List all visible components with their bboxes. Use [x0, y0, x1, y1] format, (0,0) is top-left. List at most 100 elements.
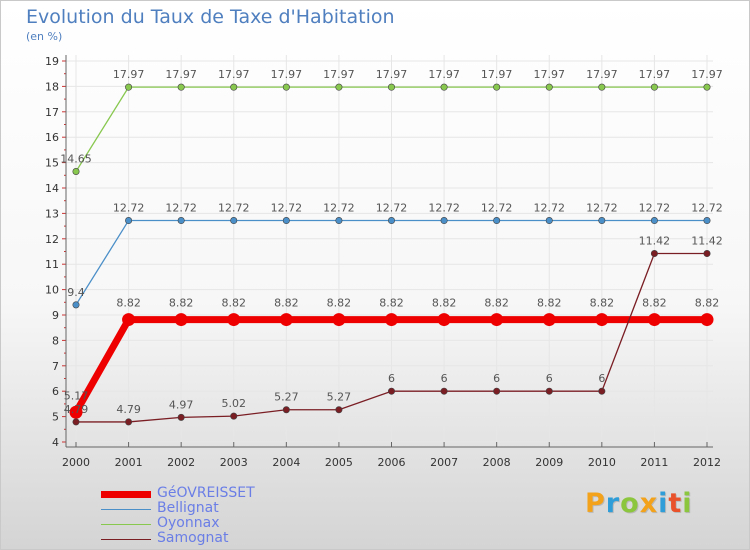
- data-point: [279, 313, 293, 327]
- chart-subtitle: (en %): [26, 30, 63, 43]
- data-point: [440, 217, 448, 225]
- data-label: 12.72: [271, 202, 303, 215]
- data-label: 12.72: [534, 202, 566, 215]
- data-point: [177, 83, 185, 91]
- data-point: [598, 83, 606, 91]
- data-label: 5.02: [222, 397, 247, 410]
- y-tick-label: 14: [45, 182, 59, 195]
- data-point: [125, 217, 133, 225]
- data-label: 17.97: [376, 68, 408, 81]
- data-label: 12.72: [218, 202, 250, 215]
- data-point: [387, 387, 395, 395]
- y-tick-label: 11: [45, 258, 59, 271]
- x-tick-label: 2000: [62, 456, 90, 469]
- data-point: [174, 313, 188, 327]
- data-label: 4.79: [64, 403, 89, 416]
- logo-letter: o: [620, 488, 640, 519]
- legend-swatch: [101, 491, 151, 498]
- data-point: [703, 217, 711, 225]
- y-tick-label: 7: [52, 360, 59, 373]
- data-point: [125, 83, 133, 91]
- x-tick-label: 2007: [430, 456, 458, 469]
- data-point: [490, 313, 504, 327]
- legend-label: Samognat: [157, 530, 229, 546]
- y-tick-label: 19: [45, 55, 59, 68]
- logo-letter: i: [682, 488, 693, 519]
- data-point: [282, 83, 290, 91]
- data-point: [545, 217, 553, 225]
- data-point: [598, 217, 606, 225]
- y-tick-label: 16: [45, 131, 59, 144]
- x-tick-label: 2006: [378, 456, 406, 469]
- data-label: 8.82: [327, 297, 352, 310]
- data-point: [440, 83, 448, 91]
- data-point: [493, 387, 501, 395]
- data-point: [332, 313, 346, 327]
- data-label: 17.97: [113, 68, 145, 81]
- data-point: [177, 217, 185, 225]
- legend-label: Bellignat: [157, 500, 219, 516]
- data-point: [387, 217, 395, 225]
- series-géovreisset: [69, 313, 714, 419]
- data-point: [72, 301, 80, 309]
- data-label: 8.82: [537, 297, 562, 310]
- data-label: 14.65: [60, 152, 92, 165]
- data-point: [700, 313, 714, 327]
- legend-swatch: [101, 509, 151, 510]
- data-label: 6: [388, 372, 395, 385]
- y-tick-label: 18: [45, 80, 59, 93]
- y-tick-label: 10: [45, 284, 59, 297]
- y-tick-label: 5: [52, 411, 59, 424]
- legend-swatch: [101, 524, 151, 525]
- data-point: [177, 413, 185, 421]
- data-point: [440, 387, 448, 395]
- data-label: 12.72: [376, 202, 408, 215]
- data-labels: 14.65 17.97 17.97 17.97 17.97 17.97 17.97 17.97…: [60, 68, 723, 416]
- x-tick-label: 2009: [535, 456, 563, 469]
- y-tick-label: 13: [45, 207, 59, 220]
- data-label: 17.97: [586, 68, 618, 81]
- data-point: [542, 313, 556, 327]
- logo-letter: t: [668, 488, 683, 519]
- data-label: 17.97: [639, 68, 671, 81]
- data-label: 12.72: [165, 202, 197, 215]
- data-label: 8.82: [642, 297, 667, 310]
- data-label: 17.97: [165, 68, 197, 81]
- legend-swatch: [101, 539, 151, 540]
- data-point: [230, 217, 238, 225]
- y-tick-label: 6: [52, 385, 59, 398]
- data-point: [122, 313, 136, 327]
- y-tick-label: 12: [45, 233, 59, 246]
- data-point: [72, 418, 80, 426]
- legend-label: Oyonnax: [157, 515, 220, 531]
- data-label: 12.72: [691, 202, 723, 215]
- data-point: [282, 406, 290, 414]
- data-label: 12.72: [428, 202, 460, 215]
- data-label: 8.82: [274, 297, 299, 310]
- data-point: [282, 217, 290, 225]
- data-point: [72, 167, 80, 175]
- data-point: [647, 313, 661, 327]
- data-label: 12.72: [639, 202, 671, 215]
- y-tick-label: 9: [52, 309, 59, 322]
- data-point: [703, 250, 711, 258]
- logo-letter: x: [639, 488, 659, 519]
- series-layer: [69, 83, 714, 426]
- data-point: [227, 313, 241, 327]
- data-label: 11.42: [691, 235, 723, 248]
- data-label: 8.82: [432, 297, 457, 310]
- data-label: 12.72: [113, 202, 145, 215]
- data-point: [335, 83, 343, 91]
- data-label: 6: [441, 372, 448, 385]
- data-point: [230, 412, 238, 420]
- data-label: 17.97: [481, 68, 513, 81]
- series-samognat: [72, 250, 711, 426]
- data-point: [650, 83, 658, 91]
- axes: [62, 55, 713, 448]
- data-point: [703, 83, 711, 91]
- x-tick-label: 2001: [115, 456, 143, 469]
- data-point: [650, 217, 658, 225]
- data-label: 8.82: [169, 297, 194, 310]
